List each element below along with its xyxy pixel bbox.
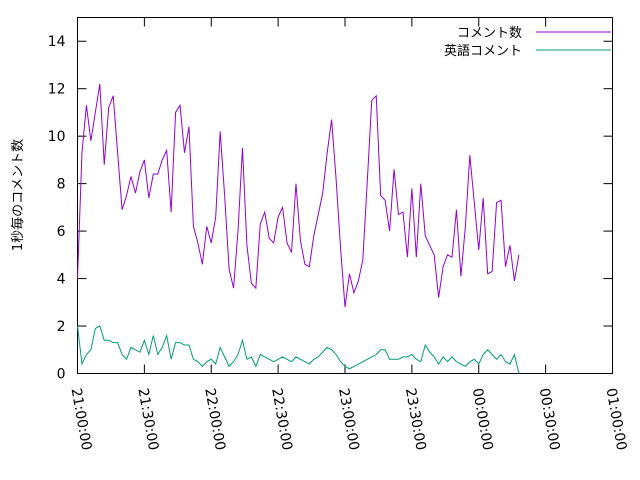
y-tick-label: 8 <box>57 177 66 193</box>
series-lines <box>77 83 520 374</box>
series-line-english-comment <box>77 325 520 374</box>
y-tick-label: 14 <box>48 34 66 50</box>
y-tick-label: 0 <box>57 367 66 383</box>
y-tick-label: 12 <box>48 82 66 98</box>
legend-label: 英語コメント <box>444 43 522 59</box>
y-tick-label: 4 <box>57 272 66 288</box>
series-line-comment-count <box>77 83 520 308</box>
x-tick-label: 22:00:00 <box>201 387 228 452</box>
y-tick-label: 10 <box>48 129 66 145</box>
x-tick-label: 23:30:00 <box>402 387 429 452</box>
plot-frame <box>77 17 613 374</box>
x-axis: 21:00:00 21:30:00 22:00:00 22:30:00 23:00:00… <box>68 17 630 452</box>
x-tick-label: 00:00:00 <box>469 387 496 452</box>
y-axis-label: 1秒毎のコメント数 <box>10 139 26 251</box>
x-tick-label: 21:00:00 <box>68 387 95 452</box>
x-tick-label: 00:30:00 <box>536 387 563 452</box>
x-tick-label: 21:30:00 <box>134 387 161 452</box>
y-tick-label: 6 <box>57 224 66 240</box>
x-tick-label: 01:00:00 <box>603 387 630 452</box>
x-tick-label: 22:30:00 <box>268 387 295 452</box>
x-tick-label: 23:00:00 <box>335 387 362 452</box>
y-axis: 0 2 4 6 8 10 12 14 <box>48 34 613 383</box>
y-tick-label: 2 <box>57 319 66 335</box>
legend-label: コメント数 <box>457 26 522 41</box>
